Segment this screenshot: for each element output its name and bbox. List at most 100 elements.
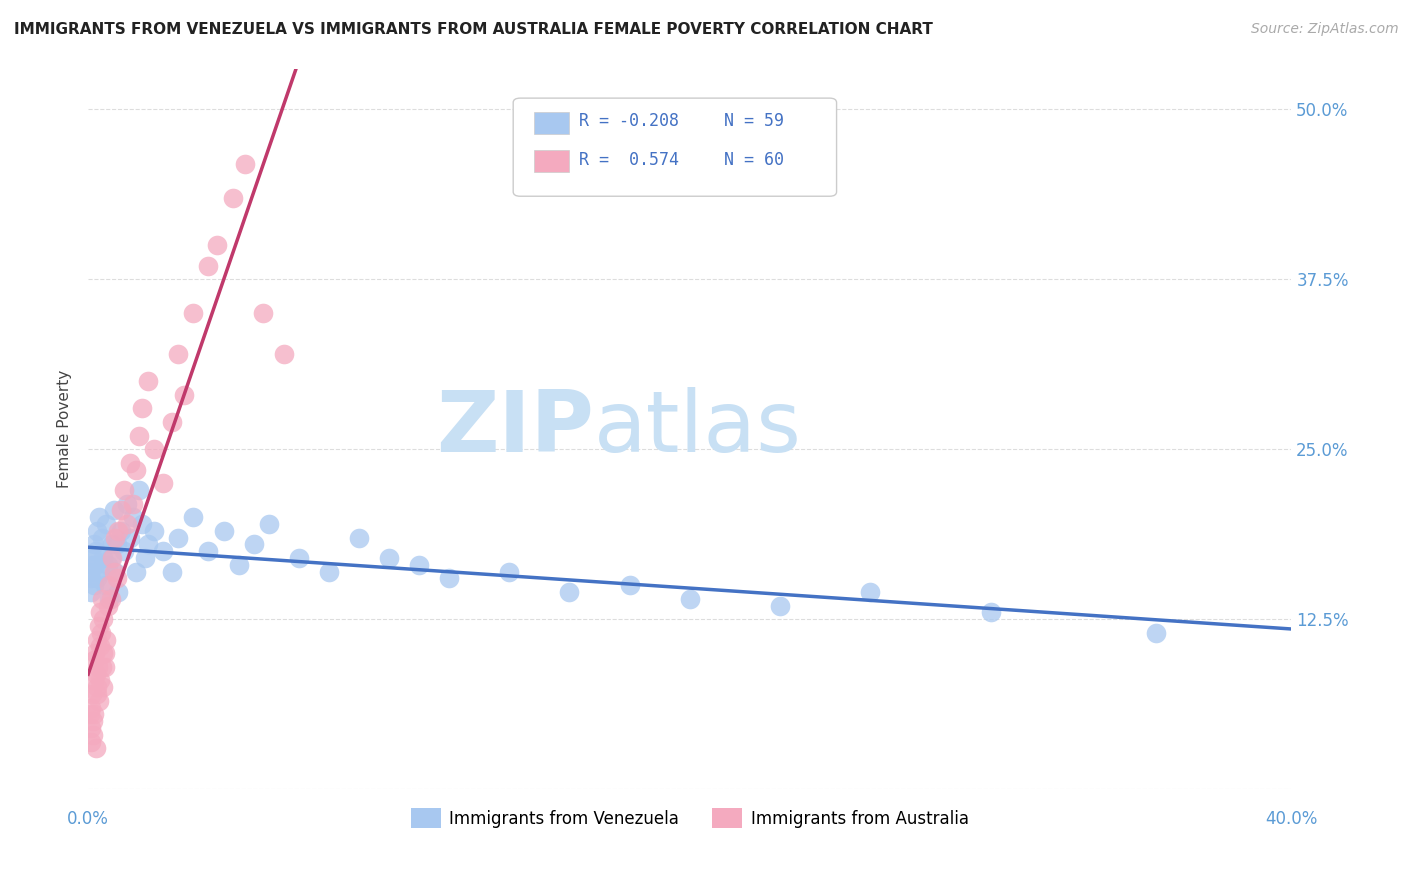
Point (1144, 625, 1167, 640)
Point (89, 673, 111, 688)
Text: IMMIGRANTS FROM VENEZUELA VS IMMIGRANTS FROM AUSTRALIA FEMALE POVERTY CORRELATIO: IMMIGRANTS FROM VENEZUELA VS IMMIGRANTS … (14, 22, 934, 37)
Text: N = 59: N = 59 (724, 112, 785, 130)
Point (183, 510, 205, 524)
Point (83, 646, 105, 660)
Point (105, 571, 128, 585)
Point (131, 517, 153, 532)
Point (93, 578, 115, 592)
Point (212, 524, 235, 538)
Point (679, 591, 702, 606)
Point (318, 565, 340, 579)
Point (252, 306, 274, 320)
Point (167, 531, 190, 545)
Point (152, 476, 174, 491)
Point (347, 531, 370, 545)
Point (83, 653, 105, 667)
Point (128, 483, 150, 497)
Point (93, 660, 115, 674)
Point (207, 238, 229, 252)
Point (100, 591, 122, 606)
Point (110, 524, 132, 538)
Point (80, 687, 103, 701)
Point (122, 497, 145, 511)
Point (84, 544, 107, 558)
Point (80, 558, 103, 572)
Point (89, 640, 111, 654)
Point (107, 524, 129, 538)
Point (79, 565, 101, 579)
Point (87, 694, 110, 708)
Point (87, 619, 110, 633)
Text: ZIP: ZIP (436, 387, 593, 470)
Point (84, 666, 107, 681)
Point (101, 537, 124, 551)
Point (86, 524, 108, 538)
Point (197, 544, 219, 558)
Point (980, 606, 1002, 620)
Point (103, 565, 125, 579)
Point (83, 673, 105, 688)
Point (101, 551, 124, 566)
Point (90, 531, 112, 545)
Point (122, 510, 145, 524)
Point (84, 741, 107, 756)
Point (197, 259, 219, 273)
Point (120, 456, 142, 470)
Point (90, 625, 112, 640)
Point (79, 700, 101, 714)
Point (498, 565, 520, 579)
Point (143, 524, 166, 538)
Point (80, 721, 103, 735)
Point (96, 632, 118, 647)
Point (143, 442, 166, 457)
Point (80, 585, 103, 599)
Point (859, 585, 882, 599)
Point (134, 551, 156, 566)
Point (128, 428, 150, 442)
Point (90, 591, 112, 606)
Point (87, 510, 110, 524)
Text: Source: ZipAtlas.com: Source: ZipAtlas.com (1251, 22, 1399, 37)
Point (98, 591, 121, 606)
Point (233, 157, 256, 171)
Point (83, 578, 105, 592)
Point (82, 551, 104, 566)
Point (86, 632, 108, 647)
Point (105, 537, 128, 551)
Point (257, 517, 280, 532)
Point (82, 728, 104, 742)
Point (136, 374, 159, 388)
Point (103, 503, 125, 517)
Point (97, 558, 120, 572)
Point (769, 599, 792, 613)
Point (79, 707, 101, 722)
Y-axis label: Female Poverty: Female Poverty (58, 370, 72, 488)
Text: atlas: atlas (593, 387, 801, 470)
Point (87, 660, 110, 674)
Text: 0.0%: 0.0% (67, 810, 110, 828)
Point (120, 531, 142, 545)
Point (96, 517, 118, 532)
Point (167, 347, 190, 361)
Point (86, 687, 108, 701)
Point (79, 571, 101, 585)
Point (107, 585, 129, 599)
Point (90, 660, 112, 674)
Point (117, 497, 139, 511)
Point (112, 483, 135, 497)
Point (83, 558, 105, 572)
Point (162, 415, 184, 429)
Point (80, 734, 103, 748)
Text: R = -0.208: R = -0.208 (579, 112, 679, 130)
Point (183, 306, 205, 320)
Text: N = 60: N = 60 (724, 151, 785, 169)
Point (112, 544, 135, 558)
Text: R =  0.574: R = 0.574 (579, 151, 679, 169)
Point (86, 680, 108, 694)
Point (91, 680, 114, 694)
Point (287, 551, 309, 566)
Point (131, 401, 153, 416)
Point (437, 571, 460, 585)
Point (228, 558, 250, 572)
Point (93, 646, 115, 660)
